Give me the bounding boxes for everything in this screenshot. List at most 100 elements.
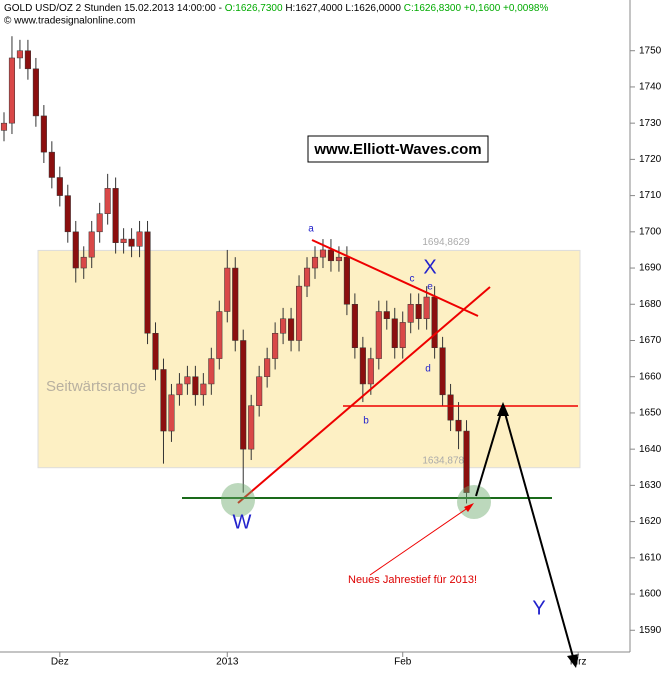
range-bottom-label: 1634,8786 <box>422 455 470 466</box>
triangle-lower <box>237 286 491 504</box>
wave-label: X <box>423 256 436 278</box>
candle-body <box>224 267 231 312</box>
header: GOLD USD/OZ 2 Stunden 15.02.2013 14:00:0… <box>4 3 548 14</box>
header-close: C:1626,8300 +0,1600 +0,0098% <box>404 3 549 14</box>
candle-body <box>375 311 382 359</box>
y-tick-label: 1740 <box>639 82 662 93</box>
x-tick-label: Dez <box>51 657 69 668</box>
candle-body <box>296 285 303 341</box>
arrow-head <box>567 654 579 668</box>
candle-body <box>88 231 95 258</box>
candle-body <box>104 188 111 214</box>
low-marker <box>457 485 491 519</box>
candle-body <box>463 430 470 493</box>
x-tick-label: Feb <box>394 657 412 668</box>
candle-body <box>192 376 199 396</box>
watermark: www.Elliott-Waves.com <box>313 141 481 158</box>
range-label: Seitwärtsrange <box>46 378 146 395</box>
candle-body <box>367 358 374 385</box>
candle-body <box>447 394 454 421</box>
y-tick-label: 1680 <box>639 299 662 310</box>
range-top-label: 1694,8629 <box>422 237 470 248</box>
note: Neues Jahrestief für 2013! <box>348 574 477 586</box>
candle-body <box>351 304 358 348</box>
candle-body <box>264 358 271 377</box>
wave-label: b <box>363 416 369 427</box>
y-tick-label: 1720 <box>639 154 662 165</box>
candle-body <box>240 340 247 450</box>
wave-label: W <box>233 511 252 533</box>
candle-body <box>248 405 255 450</box>
candle-body <box>168 394 175 432</box>
y-tick-label: 1590 <box>639 625 662 636</box>
candle-body <box>423 296 430 320</box>
watermark-box <box>307 135 489 163</box>
wave-label: Y <box>532 597 545 619</box>
y-tick-label: 1750 <box>639 45 662 56</box>
y-tick-label: 1710 <box>639 190 662 201</box>
x-tick-label: Mrz <box>570 657 587 668</box>
candle-body <box>407 304 414 323</box>
candle-body <box>120 238 127 243</box>
wave-label: d <box>425 364 431 375</box>
candle-body <box>64 195 71 233</box>
note-arrow <box>369 504 473 576</box>
header-symbol: GOLD USD/OZ 2 Stunden <box>4 3 121 14</box>
candle-body <box>280 318 287 334</box>
candle-body <box>8 57 16 124</box>
candle-body <box>184 376 191 385</box>
y-tick-label: 1660 <box>639 371 662 382</box>
candle-body <box>72 231 79 269</box>
candle-body <box>272 332 279 359</box>
candle-body <box>431 296 438 348</box>
x-tick-label: 2013 <box>216 657 239 668</box>
wave-label: a <box>308 224 314 235</box>
y-tick-label: 1730 <box>639 118 662 129</box>
candle-body <box>359 347 366 385</box>
candle-body <box>152 332 159 370</box>
candle-body <box>319 249 327 258</box>
y-tick-label: 1630 <box>639 480 662 491</box>
header-open: O:1626,7300 <box>225 3 283 14</box>
source: © www.tradesignalonline.com <box>4 16 135 27</box>
candle-body <box>80 256 87 269</box>
header-time: 15.02.2013 14:00:00 - <box>124 3 222 14</box>
candle-body <box>144 231 151 334</box>
candle-body <box>32 68 39 117</box>
candle-body <box>343 256 350 305</box>
low-marker <box>221 483 255 517</box>
candle-body <box>40 115 47 153</box>
candle-body <box>160 369 167 432</box>
candle-body <box>0 122 8 131</box>
y-tick-label: 1690 <box>639 263 662 274</box>
candle-body <box>176 383 183 396</box>
candle-body <box>391 318 398 348</box>
candle-body <box>439 347 446 396</box>
candle-body <box>56 177 63 196</box>
candle-body <box>415 304 422 320</box>
y-tick-label: 1620 <box>639 516 662 527</box>
candle-body <box>112 188 119 243</box>
candle-body <box>216 311 223 359</box>
candle-body <box>128 238 135 247</box>
candle-body <box>48 151 55 178</box>
candle-body <box>232 267 239 341</box>
candle-body <box>96 213 103 233</box>
candle-body <box>327 249 334 262</box>
wave-label: e <box>427 282 433 293</box>
y-tick-label: 1600 <box>639 589 662 600</box>
y-tick-label: 1650 <box>639 408 662 419</box>
candle-body <box>136 231 143 247</box>
y-tick-label: 1610 <box>639 552 662 563</box>
candle-body <box>208 358 215 385</box>
candle-body <box>335 256 342 262</box>
y-tick-label: 1700 <box>639 226 662 237</box>
candle-body <box>455 419 462 432</box>
triangle-upper <box>311 239 479 317</box>
candle-body <box>399 322 406 348</box>
candle-body <box>16 50 23 59</box>
candle-body <box>383 311 390 320</box>
y-tick-label: 1640 <box>639 444 662 455</box>
